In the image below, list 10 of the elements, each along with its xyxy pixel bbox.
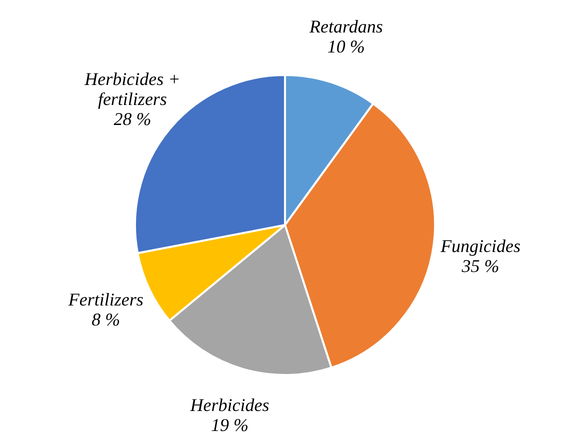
data-label: 35 %	[460, 256, 500, 276]
data-label: 10 %	[327, 36, 365, 57]
data-label: 19 %	[211, 415, 249, 436]
slice-label: Herbicides	[189, 395, 270, 416]
data-label: 8 %	[92, 309, 120, 330]
slice-label: Herbicides + fertilizers	[84, 68, 180, 109]
slice-label: Retardans	[308, 16, 383, 37]
data-label: 28 %	[114, 108, 152, 129]
slice-label: Fertilizers	[67, 289, 144, 310]
slice-label: Fungicides	[440, 236, 521, 256]
